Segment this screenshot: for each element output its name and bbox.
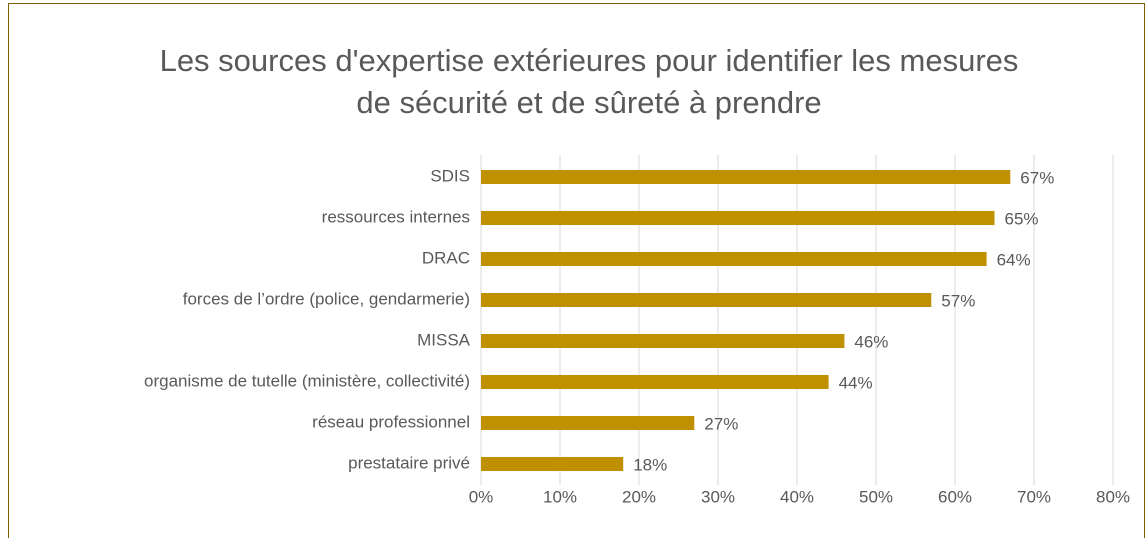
x-tick-label: 70%	[1017, 487, 1051, 506]
value-label: 67%	[1020, 168, 1054, 187]
bar	[481, 170, 1011, 184]
y-tick-label: ressources internes	[322, 207, 470, 226]
value-label: 64%	[997, 250, 1031, 269]
x-tick-label: 30%	[701, 487, 735, 506]
y-tick-label: prestataire privé	[348, 453, 470, 472]
x-tick-label: 50%	[859, 487, 893, 506]
y-tick-label: réseau professionnel	[312, 412, 470, 431]
x-tick-label: 80%	[1096, 487, 1130, 506]
x-tick-label: 20%	[622, 487, 656, 506]
y-tick-label: forces de l’ordre (police, gendarmerie)	[183, 289, 470, 308]
bar	[481, 375, 829, 389]
bar	[481, 293, 932, 307]
bar	[481, 416, 695, 430]
x-tick-label: 40%	[780, 487, 814, 506]
value-label: 18%	[633, 455, 667, 474]
y-tick-label: MISSA	[417, 330, 471, 349]
value-label: 65%	[1005, 209, 1039, 228]
value-label: 57%	[941, 291, 975, 310]
value-label: 44%	[839, 373, 873, 392]
x-tick-label: 10%	[543, 487, 577, 506]
value-label: 46%	[854, 332, 888, 351]
y-tick-label: organisme de tutelle (ministère, collect…	[144, 371, 470, 390]
chart-title: Les sources d'expertise extérieures pour…	[159, 43, 1019, 120]
bar	[481, 334, 845, 348]
bar	[481, 457, 624, 471]
bar	[481, 211, 995, 225]
bar	[481, 252, 987, 266]
x-tick-label: 0%	[469, 487, 494, 506]
y-tick-label: DRAC	[422, 248, 470, 267]
x-tick-label: 60%	[938, 487, 972, 506]
value-label: 27%	[704, 414, 738, 433]
y-tick-label: SDIS	[430, 166, 470, 185]
